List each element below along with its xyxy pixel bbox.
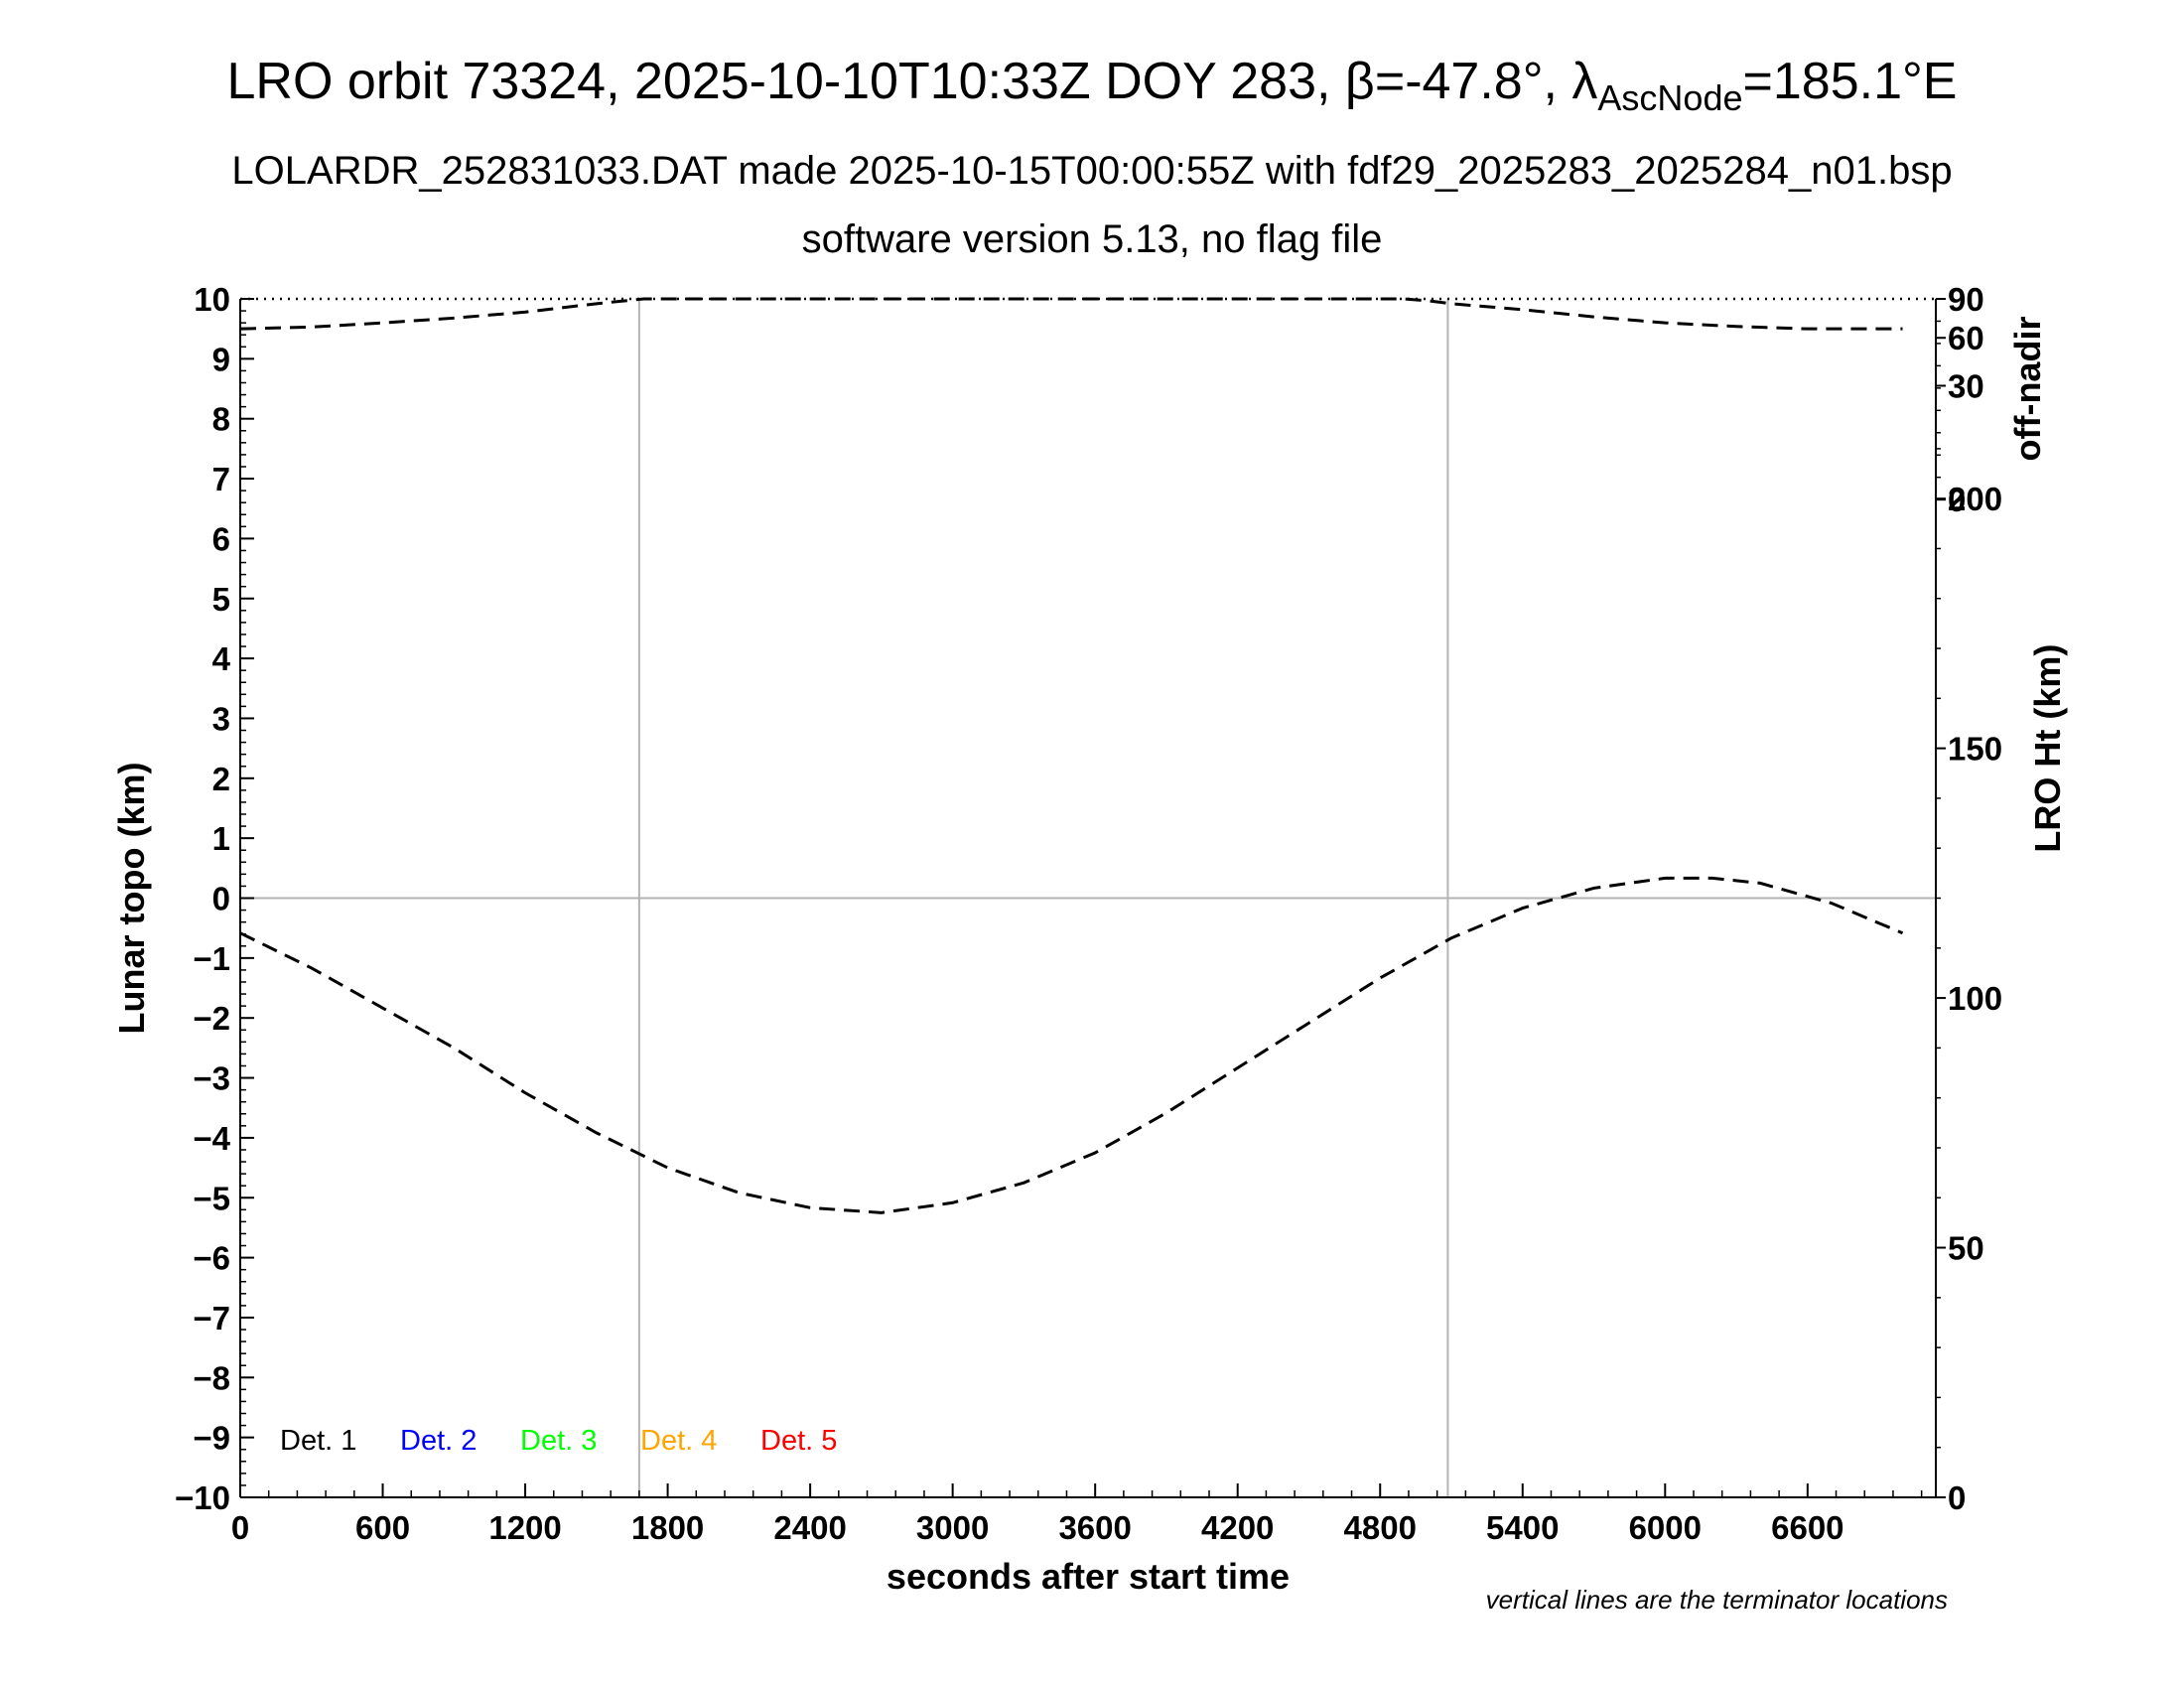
y-tick-label: 1: [212, 820, 230, 857]
legend-det-2: Det. 2: [400, 1425, 477, 1457]
x-tick-label: 4800: [1344, 1509, 1417, 1546]
chart-title: LRO orbit 73324, 2025-10-10T10:33Z DOY 2…: [226, 53, 1958, 118]
y-tick-label: −7: [193, 1300, 230, 1336]
x-tick-label: 1200: [488, 1509, 561, 1546]
off-nadir-tick-label: 90: [1948, 281, 1984, 318]
y-tick-label: 5: [212, 581, 230, 618]
y-tick-label: −4: [193, 1120, 230, 1157]
x-tick-label: 600: [355, 1509, 410, 1546]
height-tick-label: 150: [1948, 731, 2002, 768]
x-tick-label: 4200: [1201, 1509, 1274, 1546]
height-tick-label: 100: [1948, 980, 2002, 1017]
chart-subtitle-file: LOLARDR_252831033.DAT made 2025-10-15T00…: [231, 149, 1953, 193]
x-tick-label: 5400: [1486, 1509, 1559, 1546]
y-tick-label: 2: [212, 761, 230, 797]
series-lro-height: [239, 876, 1904, 1214]
x-tick-label: 3000: [916, 1509, 989, 1546]
legend-det-3: Det. 3: [520, 1425, 597, 1457]
x-tick-label: 6000: [1629, 1509, 1702, 1546]
legend-det-5: Det. 5: [760, 1425, 837, 1457]
chart-subtitle-software: software version 5.13, no flag file: [801, 217, 1383, 261]
legend-det-1: Det. 1: [280, 1425, 356, 1457]
y-tick-label: 7: [212, 461, 230, 497]
lro-height-axis-label: LRO Ht (km): [2027, 644, 2068, 853]
off-nadir-tick-label: 60: [1948, 320, 1984, 356]
x-tick-label: 6600: [1771, 1509, 1843, 1546]
x-axis-label: seconds after start time: [887, 1556, 1290, 1597]
y-tick-label: 4: [212, 640, 231, 677]
series-layer: [239, 297, 1904, 1214]
gridlines: [240, 299, 1936, 1497]
x-tick-label: 1800: [631, 1509, 704, 1546]
off-nadir-tick-label: 0: [1948, 482, 1966, 518]
y-tick-label: 10: [194, 281, 230, 318]
y-tick-label: −2: [193, 1000, 230, 1037]
y-tick-label: −6: [193, 1240, 230, 1277]
y-tick-label: 0: [212, 881, 230, 917]
y-tick-label: −9: [193, 1420, 230, 1457]
y-tick-label: −8: [193, 1359, 230, 1396]
x-tick-label: 3600: [1058, 1509, 1131, 1546]
height-tick-label: 200: [1948, 481, 2002, 517]
y-tick-label: 9: [212, 341, 230, 377]
legend-det-4: Det. 4: [640, 1425, 717, 1457]
series-off-nadir: [239, 297, 1903, 331]
y-tick-label: −1: [193, 940, 230, 977]
height-tick-label: 50: [1948, 1230, 1984, 1267]
y-tick-label: 3: [212, 700, 230, 737]
y-tick-label: −10: [175, 1479, 230, 1516]
x-tick-label: 0: [231, 1509, 249, 1546]
y-tick-label: 8: [212, 401, 230, 438]
y-tick-label: −5: [193, 1180, 230, 1216]
height-tick-label: 0: [1948, 1479, 1966, 1516]
off-nadir-tick-label: 30: [1948, 368, 1984, 405]
off-nadir-axis-label: off-nadir: [2007, 317, 2048, 462]
y-axis-label: Lunar topo (km): [111, 763, 152, 1035]
legend: Det. 1 Det. 2 Det. 3 Det. 4 Det. 5: [280, 1425, 837, 1457]
y-tick-label: −3: [193, 1060, 230, 1097]
terminator-note: vertical lines are the terminator locati…: [1486, 1585, 1948, 1615]
x-tick-label: 2400: [773, 1509, 846, 1546]
y-tick-label: 6: [212, 520, 230, 557]
